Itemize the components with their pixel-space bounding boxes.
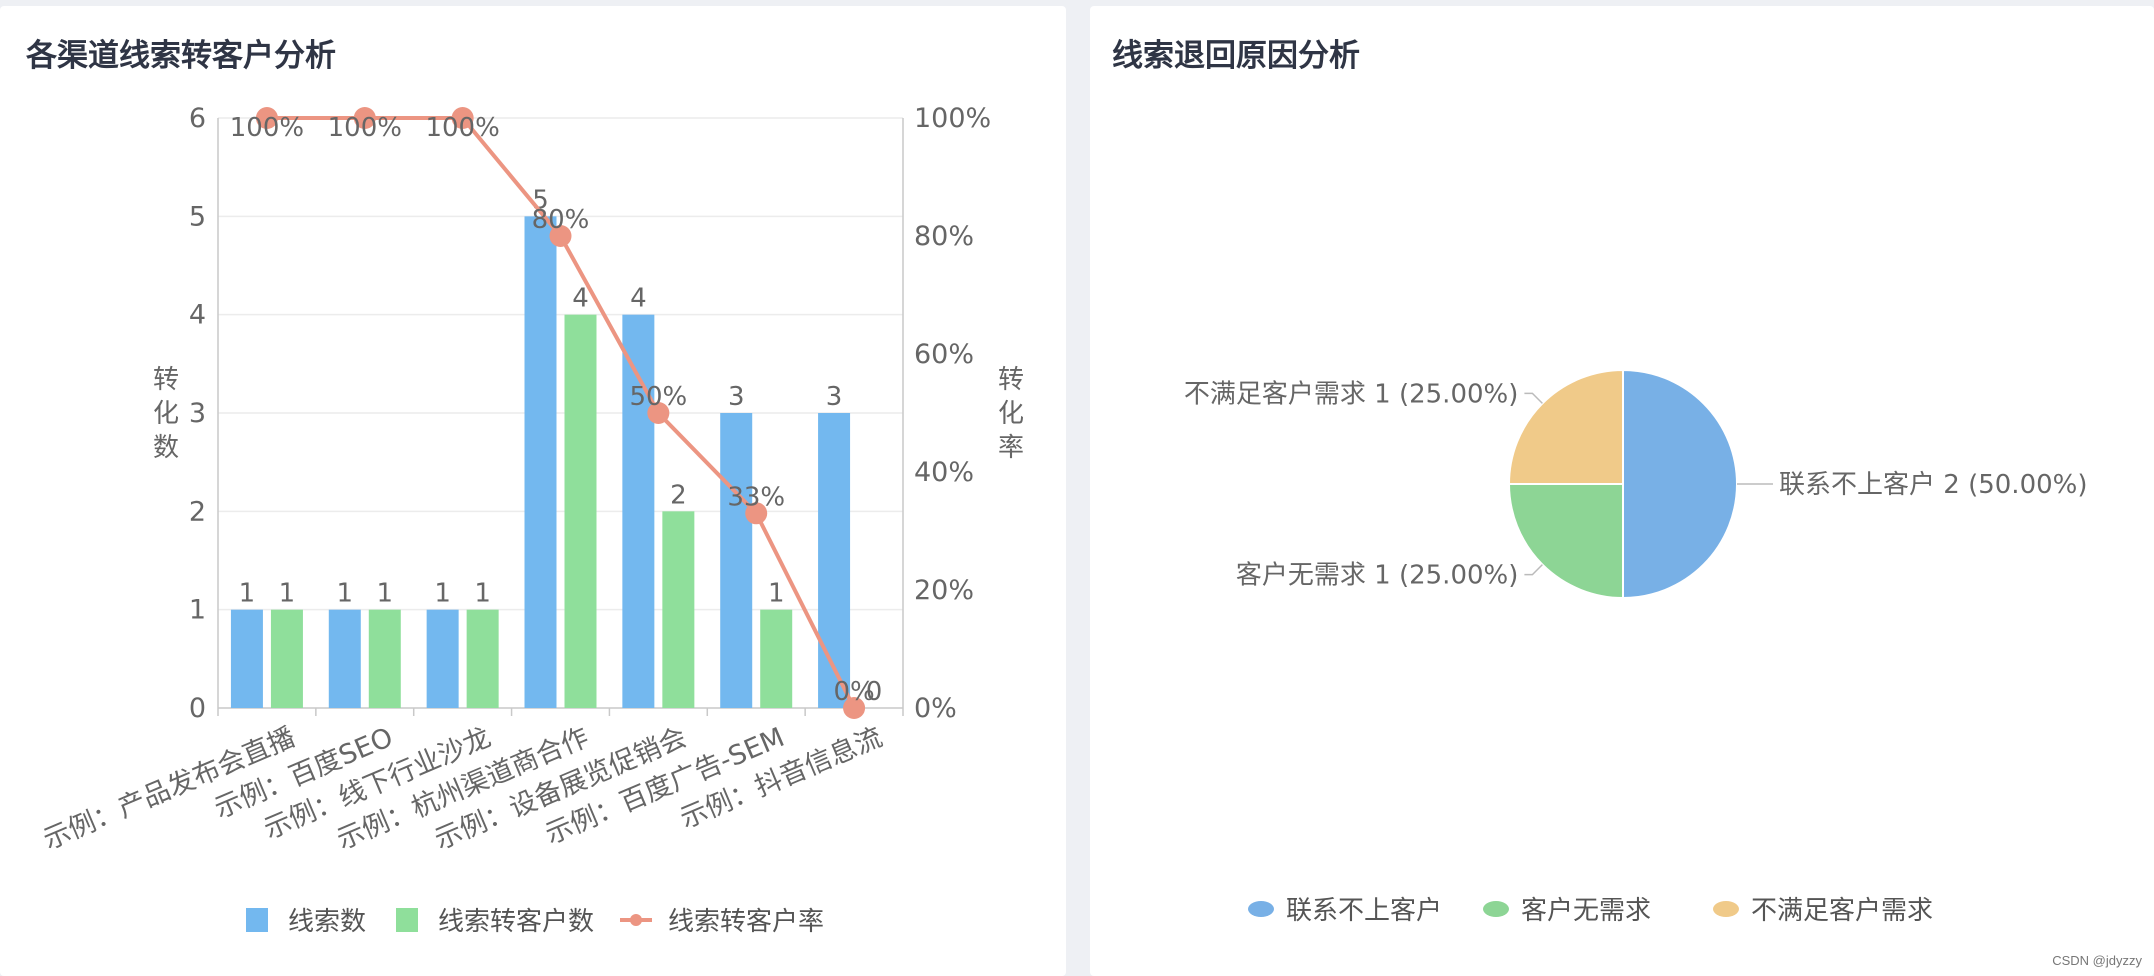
y2-axis-title-char: 化 — [998, 399, 1024, 429]
bar-leads-label: 4 — [630, 284, 647, 314]
bar-leads — [524, 216, 557, 709]
bar-converted — [368, 609, 401, 708]
bar-converted — [564, 314, 597, 708]
pie-slice — [1507, 368, 1624, 485]
y-tick-label: 4 — [189, 300, 206, 331]
bar-converted — [662, 511, 695, 708]
rate-point — [353, 107, 376, 129]
bar-converted-label: 1 — [279, 579, 296, 609]
rate-label: 100% — [425, 113, 499, 143]
rate-label: 80% — [532, 205, 590, 235]
rate-label: 100% — [328, 113, 402, 143]
y2-axis-title-char: 转 — [998, 365, 1024, 395]
y-tick-label: 3 — [189, 398, 206, 429]
y2-axis-title-char: 率 — [998, 433, 1024, 463]
rate-label: 33% — [727, 482, 785, 512]
bar-leads-label: 1 — [434, 579, 451, 609]
rate-point — [843, 697, 866, 719]
legend-swatch — [1483, 901, 1509, 917]
bar-leads-label: 1 — [337, 579, 354, 609]
y-tick-label: 2 — [189, 496, 206, 527]
pie-slice — [1622, 368, 1738, 600]
legend-rate-label: 线索转客户率 — [668, 907, 824, 937]
bar-converted — [466, 609, 499, 708]
bar-leads — [230, 609, 263, 708]
bar-leads — [818, 413, 851, 708]
legend-leads-swatch — [246, 908, 268, 932]
y2-tick-label: 60% — [914, 339, 974, 370]
rate-point — [255, 107, 278, 129]
pie-slice-label: 不满足客户需求 1 (25.00%) — [1184, 379, 1519, 409]
watermark: CSDN @jdyzzy — [2052, 953, 2142, 968]
lead-return-reason-chart: 联系不上客户 2 (50.00%) 客户无需求 1 (25.00%) 不满足客户需求… — [1184, 368, 2088, 926]
bar-converted — [760, 609, 793, 708]
bar-converted — [270, 609, 303, 708]
rate-point — [549, 225, 572, 247]
y-axis-title-char: 转 — [153, 365, 179, 395]
pie-leader-line — [1524, 564, 1543, 576]
pie-slice — [1507, 483, 1624, 600]
bar-converted-label: 0 — [866, 677, 883, 707]
bar-leads-label: 3 — [826, 382, 843, 412]
legend-converted-label: 线索转客户数 — [438, 907, 594, 937]
pie-leader-line — [1524, 392, 1543, 404]
bar-converted-label: 4 — [572, 284, 589, 314]
legend-label: 不满足客户需求 — [1751, 896, 1933, 926]
legend-swatch — [1248, 901, 1274, 917]
y-tick-label: 1 — [189, 595, 206, 626]
y2-tick-label: 100% — [914, 103, 991, 134]
bar-converted-label: 2 — [670, 480, 687, 510]
y-tick-label: 5 — [189, 201, 206, 232]
y2-tick-label: 20% — [914, 575, 974, 606]
y-tick-label: 0 — [189, 693, 206, 724]
bar-leads — [426, 609, 459, 708]
rate-point — [451, 107, 474, 129]
legend-leads-label: 线索数 — [288, 907, 366, 937]
rate-point — [745, 502, 768, 525]
rate-label: 50% — [629, 382, 687, 412]
channel-conversion-panel: 各渠道线索转客户分析 0 1 2 3 4 5 6 0% 20% 40% 60% 80% 100% 转化数转… — [0, 6, 1066, 976]
legend-converted-swatch — [396, 908, 418, 932]
legend-label: 客户无需求 — [1521, 896, 1651, 926]
rate-label: 100% — [230, 113, 304, 143]
pie-slice-label: 联系不上客户 2 (50.00%) — [1779, 470, 2088, 500]
y-axis-title-char: 数 — [153, 433, 179, 463]
legend-swatch — [1713, 901, 1739, 917]
bar-converted-label: 1 — [768, 579, 785, 609]
bar-leads — [720, 413, 753, 708]
rate-point — [647, 402, 670, 424]
bar-converted-label: 1 — [377, 579, 394, 609]
legend-label: 联系不上客户 — [1286, 896, 1442, 926]
panel-title: 各渠道线索转客户分析 — [26, 38, 336, 74]
bar-converted-label: 1 — [474, 579, 491, 609]
y2-tick-label: 80% — [914, 221, 974, 252]
y-axis-title-char: 化 — [153, 399, 179, 429]
pie-slice-label: 客户无需求 1 (25.00%) — [1236, 561, 1519, 591]
rate-label: 0% — [833, 677, 874, 707]
bar-leads-label: 3 — [728, 382, 745, 412]
y2-tick-label: 40% — [914, 457, 974, 488]
bar-leads-label: 1 — [239, 579, 256, 609]
legend-rate-swatch-dot — [630, 914, 642, 926]
bar-leads — [328, 609, 361, 708]
panel-title: 线索退回原因分析 — [1112, 38, 1360, 74]
y2-tick-label: 0% — [914, 693, 957, 724]
y-tick-label: 6 — [189, 103, 206, 134]
lead-return-reason-panel: 线索退回原因分析 联系不上客户 2 (50.00%) 客户无需求 1 (25.00… — [1090, 6, 2154, 976]
